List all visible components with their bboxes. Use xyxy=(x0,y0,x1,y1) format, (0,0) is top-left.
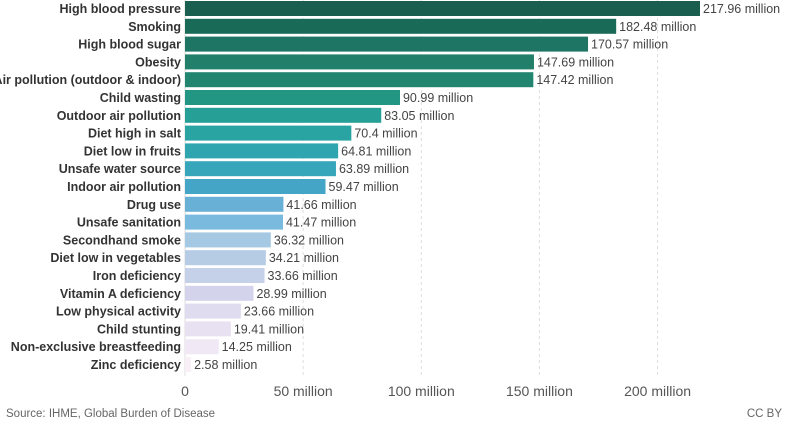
value-label: 34.21 million xyxy=(269,251,339,265)
bar[interactable] xyxy=(185,250,266,266)
value-label: 59.47 million xyxy=(329,180,399,194)
value-label: 28.99 million xyxy=(256,287,326,301)
category-label: Iron deficiency xyxy=(93,269,181,283)
bar[interactable] xyxy=(185,125,352,141)
value-label: 19.41 million xyxy=(234,322,304,336)
category-label: Non-exclusive breastfeeding xyxy=(11,340,181,354)
value-label: 182.48 million xyxy=(619,20,696,34)
category-label: Drug use xyxy=(127,198,181,212)
value-label: 83.05 million xyxy=(384,109,454,123)
source-note: Source: IHME, Global Burden of Disease xyxy=(6,408,216,420)
value-label: 147.69 million xyxy=(537,55,614,69)
x-axis-ticks: 0 50 million 100 million 150 million 200 mil… xyxy=(181,383,691,399)
value-label: 23.66 million xyxy=(244,305,314,319)
license-link[interactable]: CC BY xyxy=(746,408,782,420)
category-label: Diet low in fruits xyxy=(84,144,181,158)
category-label: Outdoor air pollution xyxy=(57,109,181,123)
bar[interactable] xyxy=(185,214,283,230)
category-label: Air pollution (outdoor & indoor) xyxy=(0,73,181,87)
category-label: Secondhand smoke xyxy=(63,233,181,247)
bar[interactable] xyxy=(185,161,336,177)
bar-chart: High blood pressure Smoking High blood sug… xyxy=(0,0,780,399)
bar[interactable] xyxy=(185,107,382,123)
x-tick-label: 50 million xyxy=(274,383,333,399)
value-labels: 217.96 million 182.48 million 170.57 milli… xyxy=(194,2,780,372)
value-label: 70.4 million xyxy=(354,127,417,141)
bar[interactable] xyxy=(185,232,271,248)
bar[interactable] xyxy=(185,303,241,319)
value-label: 14.25 million xyxy=(222,340,292,354)
category-label: Low physical activity xyxy=(56,305,181,319)
bar[interactable] xyxy=(185,196,284,212)
value-label: 64.81 million xyxy=(341,144,411,158)
bar[interactable] xyxy=(185,18,617,34)
category-label: High blood pressure xyxy=(59,2,181,16)
category-labels: High blood pressure Smoking High blood sug… xyxy=(0,2,182,372)
value-label: 33.66 million xyxy=(268,269,338,283)
bar[interactable] xyxy=(185,268,265,283)
value-label: 41.47 million xyxy=(286,216,356,230)
x-tick-label: 100 million xyxy=(388,383,455,399)
bar[interactable] xyxy=(185,90,400,105)
value-label: 217.96 million xyxy=(703,2,780,16)
bar[interactable] xyxy=(185,1,700,16)
value-label: 41.66 million xyxy=(286,198,356,212)
bar[interactable] xyxy=(185,285,254,301)
category-label: Vitamin A deficiency xyxy=(60,287,181,301)
value-label: 90.99 million xyxy=(403,91,473,105)
category-label: Child wasting xyxy=(100,91,181,105)
category-label: Indoor air pollution xyxy=(67,180,181,194)
category-label: Obesity xyxy=(135,55,181,69)
bar[interactable] xyxy=(185,339,219,355)
x-tick-label: 0 xyxy=(181,383,189,399)
value-label: 170.57 million xyxy=(591,38,668,52)
category-label: Smoking xyxy=(128,20,181,34)
category-label: Unsafe water source xyxy=(59,162,181,176)
value-label: 147.42 million xyxy=(536,73,613,87)
category-label: Child stunting xyxy=(97,322,181,336)
bar[interactable] xyxy=(185,36,589,52)
value-label: 2.58 million xyxy=(194,358,257,372)
bar[interactable] xyxy=(185,72,534,88)
bar[interactable] xyxy=(185,143,339,159)
value-label: 36.32 million xyxy=(274,233,344,247)
value-label: 63.89 million xyxy=(339,162,409,176)
category-label: Diet low in vegetables xyxy=(50,251,181,265)
category-label: Zinc deficiency xyxy=(91,358,181,372)
bar[interactable] xyxy=(185,357,192,372)
bar[interactable] xyxy=(185,54,534,70)
category-label: High blood sugar xyxy=(78,38,181,52)
category-label: Diet high in salt xyxy=(88,127,182,141)
bar[interactable] xyxy=(185,321,231,337)
x-tick-label: 200 million xyxy=(624,383,691,399)
bars xyxy=(185,1,700,372)
category-label: Unsafe sanitation xyxy=(77,216,181,230)
bar[interactable] xyxy=(185,179,326,194)
x-tick-label: 150 million xyxy=(506,383,573,399)
